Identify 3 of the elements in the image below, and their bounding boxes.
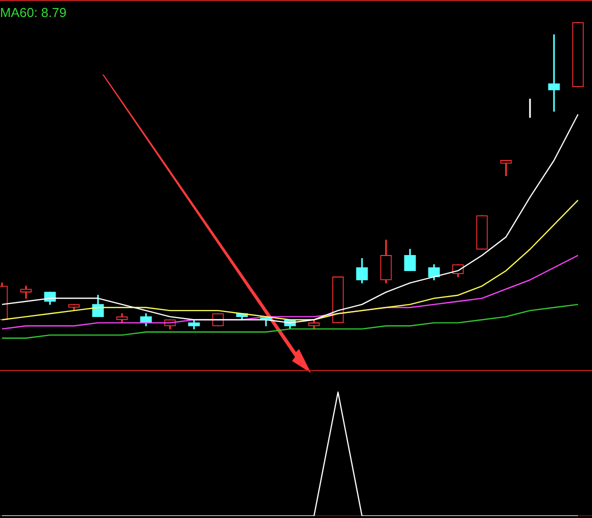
candlestick bbox=[548, 34, 560, 112]
text: MA60: 8.79 bbox=[0, 5, 66, 20]
candlestick bbox=[500, 160, 512, 176]
